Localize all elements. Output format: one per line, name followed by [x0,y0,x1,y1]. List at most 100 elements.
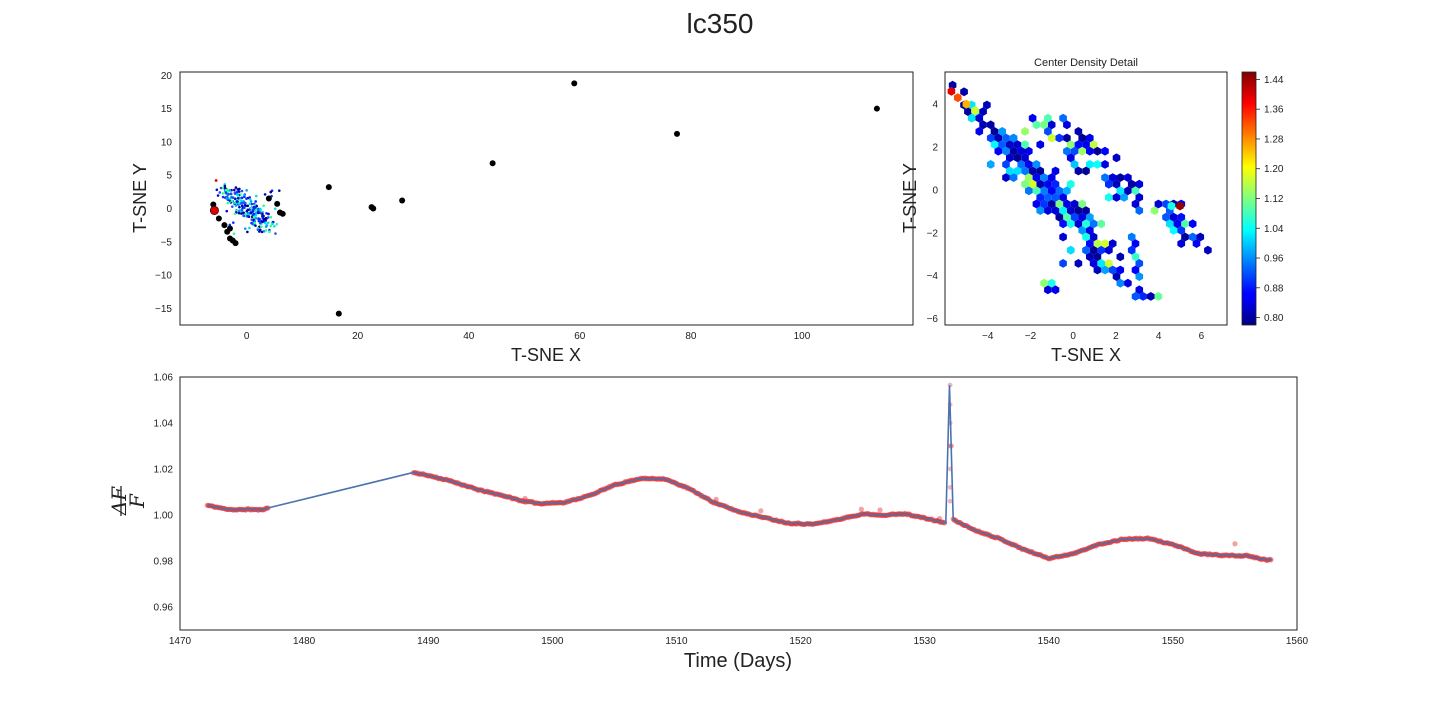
hexbin-cell [1021,127,1029,136]
tsne-cluster-point [250,207,253,210]
hexbin-colorbar: 0.80 0.88 0.96 1.04 1.12 1.20 1.28 1.36 1.44 [1241,71,1284,326]
hexbin-cell [1051,206,1060,215]
tsne-cluster-point [245,197,248,200]
lightcurve-spike-marker [936,515,943,522]
hexbin-cell [1047,199,1056,209]
hexbin-cell [1124,278,1132,288]
hexbin-cell [1131,252,1140,262]
hexbin-cell [1082,245,1090,255]
hexbin-xtick-label: 6 [1199,331,1205,342]
hexbin-cell [1028,179,1037,189]
hexbin-ytick-label: 2 [932,143,938,154]
hexbin-cell [1150,206,1159,215]
lightcurve-xtick-label: 1480 [293,636,316,647]
tsne-cluster-point [236,197,240,200]
tsne-cluster-point [243,193,246,197]
hexbin-cell [1066,219,1075,229]
hexbin-cell [1105,179,1113,189]
tsne-xtick-label: 100 [794,331,811,342]
hexbin-cell [1124,186,1132,196]
tsne-cluster-point [235,192,239,196]
tsne-cluster-point [230,199,234,203]
tsne-cluster-point [214,179,218,182]
hexbin-cell [1051,193,1060,202]
hexbin-cell [1055,212,1064,222]
hexbin-cell [1002,173,1010,182]
hexbin-cell [1047,173,1056,182]
tsne-cluster-point [233,212,237,216]
tsne-cluster-point [259,208,262,211]
tsne-cluster-point [274,232,277,235]
tsne-cluster-point [262,218,266,221]
tsne-cluster-point [266,221,270,225]
hexbin-cell [1040,186,1048,196]
hexbin-xtick-label: 0 [1070,331,1076,342]
hexbin-cell [990,140,999,149]
tsne-outlier-point [370,205,377,212]
tsne-outlier-point [232,240,239,247]
hexbin-cell [1028,113,1037,123]
tsne-cluster-point [269,224,272,228]
tsne-cluster-point [263,193,267,196]
hexbin-cell [1006,166,1014,176]
hexbin-cell [1063,120,1071,130]
hexbin-cell [1002,133,1010,143]
lightcurve-ytick-label: 0.98 [154,557,174,568]
hexbin-cell [986,160,995,169]
hexbin-cell [1204,245,1212,255]
hexbin-cell [1135,193,1144,202]
hexbin-cell [1025,146,1033,156]
lightcurve-spike-marker [877,507,883,513]
tsne-cluster-point [246,208,250,212]
hexbin-cell [983,100,991,110]
hexbin-cell [1127,245,1136,255]
tsne-cluster-point [226,201,230,205]
tsne-cluster-point [248,202,252,206]
hexbin-cell [1059,259,1067,268]
hexbin-cell [1105,245,1113,255]
tsne-cluster-point [254,200,257,203]
hexbin-ytick-label: 4 [932,100,938,111]
hexbin-cell [1013,153,1022,163]
tsne-cluster-point [261,212,264,216]
tsne-cluster-point [231,205,234,208]
hexbin-cell [1032,173,1041,182]
hexbin-cell [986,120,995,130]
tsne-scatter-panel: 0 20 40 60 80 100 −15 −10 −5 0 5 10 15 20 T-SNE X T-S… [130,71,914,365]
hexbin-title: Center Density Detail [1034,57,1138,69]
tsne-cluster-point [233,191,237,194]
lightcurve-spike-marker [522,495,528,502]
tsne-cluster-point [262,214,265,218]
hexbin-cell [1177,239,1186,248]
tsne-cluster-point [231,196,235,199]
hexbin-cell [1181,219,1189,229]
tsne-cluster-point [273,207,277,210]
hexbin-cell [1169,226,1178,235]
tsne-cluster-point [258,228,262,232]
tsne-cluster-point [269,215,273,219]
hexbin-cell [1086,252,1094,262]
tsne-cluster-point [221,195,225,199]
hexbin-cell [998,127,1006,136]
tsne-cluster-point [248,198,252,201]
hexbin-cell [979,120,987,130]
hexbin-ytick-label: −2 [927,228,939,239]
lightcurve-xtick-label: 1490 [417,636,440,647]
tsne-cluster-point [228,197,232,200]
hexbin-cell [1116,252,1125,262]
hexbin-cell [1009,146,1018,156]
hexbin-axes-frame [944,71,1228,326]
tsne-cluster-point [266,216,270,219]
colorbar-tick-label: 0.80 [1264,313,1284,324]
hexbin-cell [1120,193,1128,202]
hexbin-cell [1051,166,1060,176]
colorbar-tick-label: 1.20 [1264,164,1284,175]
hexbin-cell [1078,133,1086,143]
hexbin-cell [1131,239,1140,248]
hexbin-cell [994,133,1003,143]
lightcurve-flare-marker [947,498,953,504]
hexbin-cell [1086,146,1094,156]
tsne-cluster-point [215,188,219,192]
hexbin-cell [1101,173,1109,182]
